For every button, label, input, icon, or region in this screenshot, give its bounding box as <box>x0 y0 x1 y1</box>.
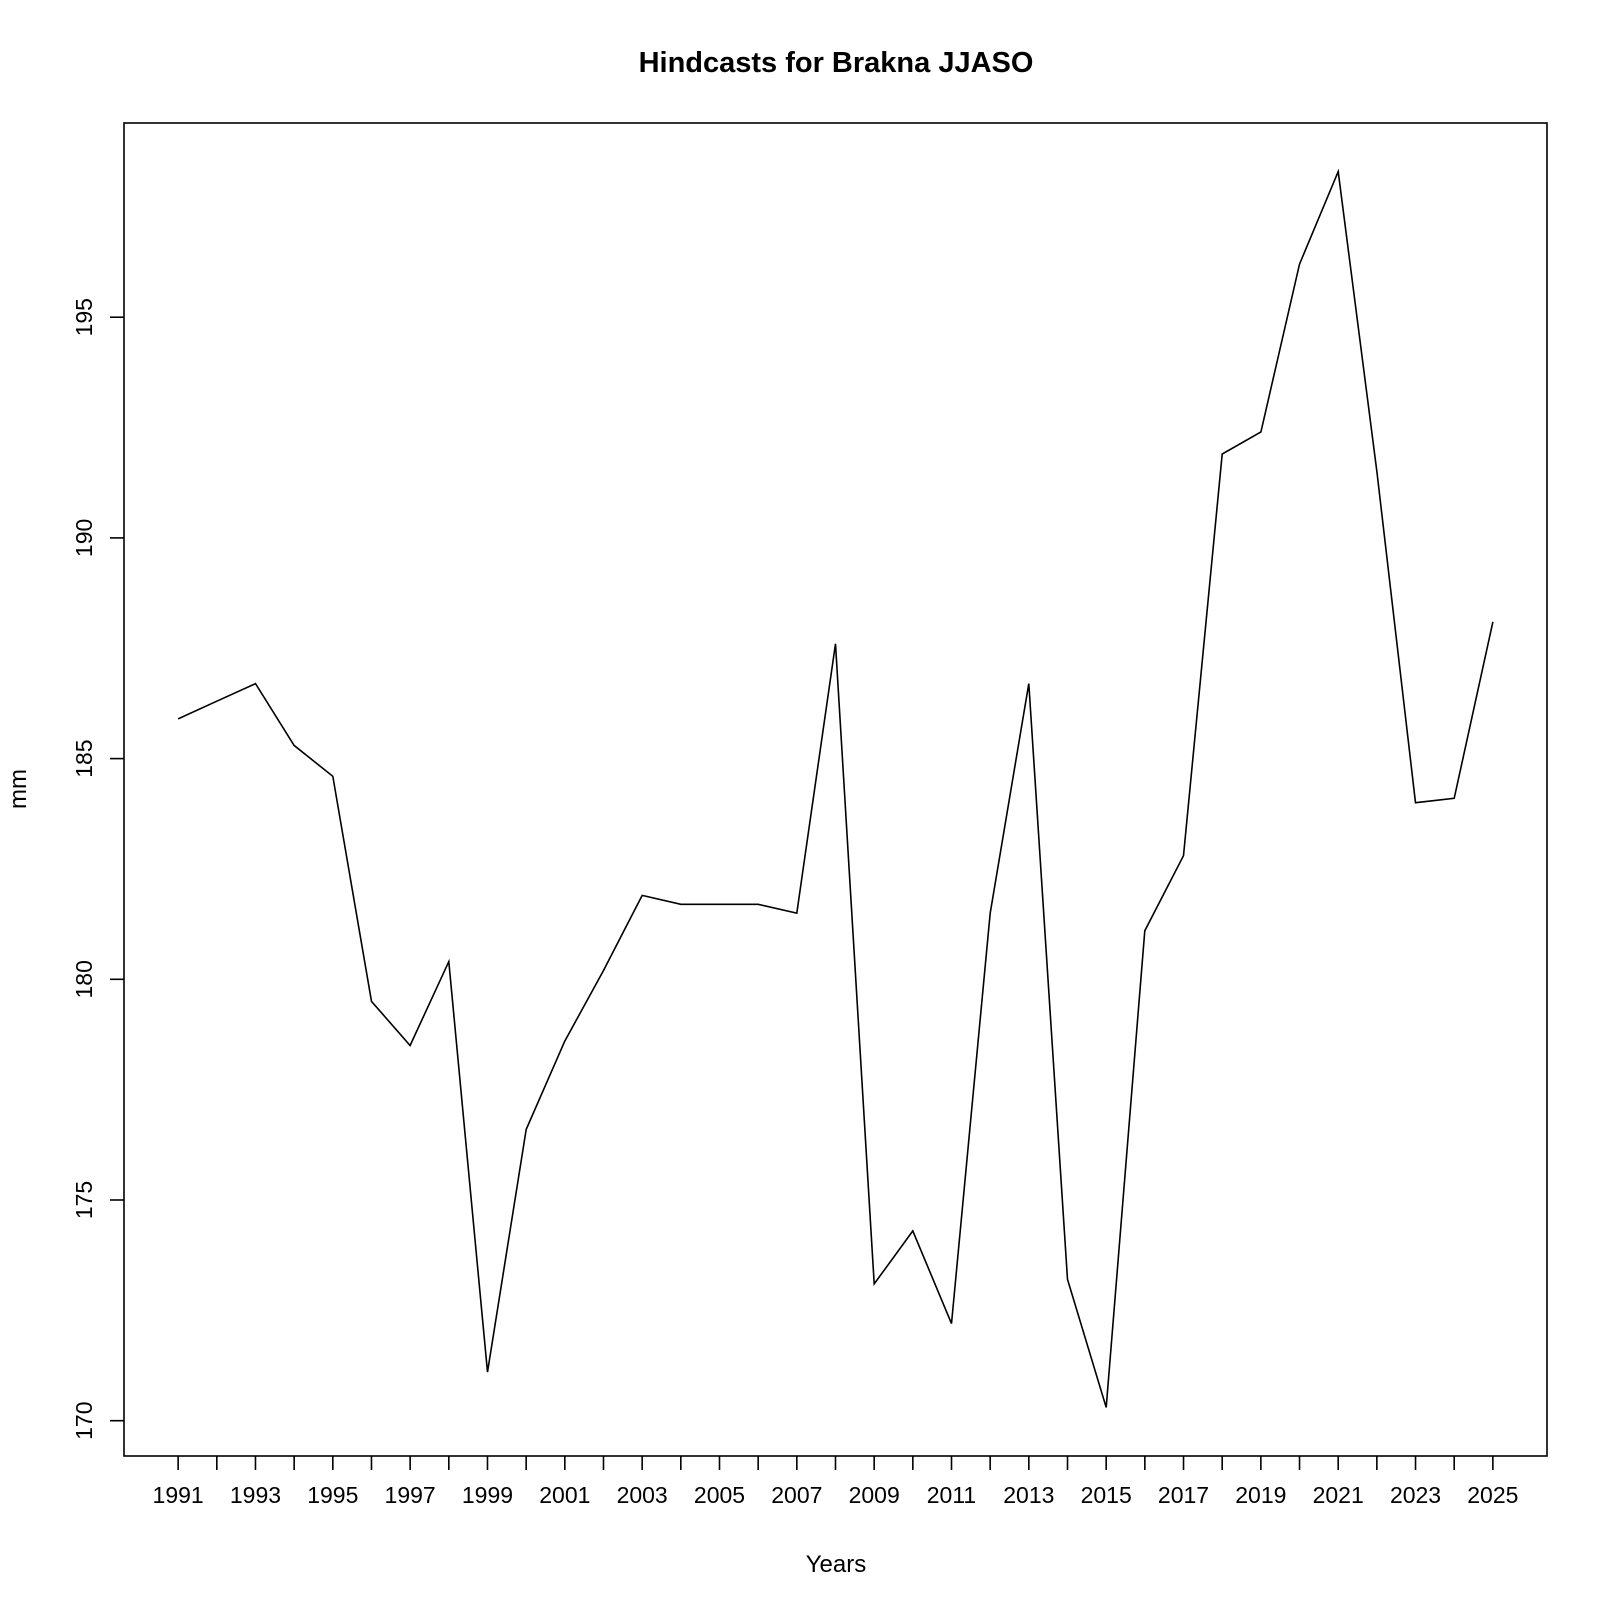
y-tick-label: 190 <box>71 519 97 557</box>
y-tick-label: 170 <box>71 1402 97 1440</box>
x-tick-label: 2013 <box>1003 1482 1054 1508</box>
x-tick-label: 2009 <box>849 1482 900 1508</box>
y-tick-label: 185 <box>71 739 97 777</box>
x-tick-label: 2025 <box>1467 1482 1518 1508</box>
series-line <box>177 168 1494 1408</box>
chart-title: Hindcasts for Brakna JJASO <box>639 47 1034 79</box>
plot-frame <box>123 122 1548 1457</box>
x-axis-label: Years <box>806 1551 867 1578</box>
y-axis: 170 175 180 185 190 195 <box>71 298 124 1440</box>
y-tick-label: 180 <box>71 960 97 998</box>
y-axis-label: mm <box>5 769 32 809</box>
y-tick-label: 195 <box>71 298 97 336</box>
x-tick-label: 2007 <box>771 1482 822 1508</box>
x-tick-label: 1991 <box>153 1482 204 1508</box>
x-tick-label: 2023 <box>1390 1482 1441 1508</box>
x-tick-label: 2017 <box>1158 1482 1209 1508</box>
x-tick-label: 2021 <box>1313 1482 1364 1508</box>
x-tick-label: 2019 <box>1235 1482 1286 1508</box>
x-tick-label: 2003 <box>617 1482 668 1508</box>
x-tick-label: 1995 <box>307 1482 358 1508</box>
x-tick-label: 2011 <box>927 1482 976 1508</box>
x-tick-label: 1993 <box>230 1482 281 1508</box>
y-tick-label: 175 <box>71 1181 97 1219</box>
x-axis: 1991 1993 1995 1997 1999 2001 2003 2005 2007 2009… <box>153 1456 1518 1508</box>
x-tick-label: 1997 <box>385 1482 436 1508</box>
x-tick-label: 1999 <box>462 1482 513 1508</box>
x-tick-label: 2005 <box>694 1482 745 1508</box>
x-tick-label: 2001 <box>539 1482 590 1508</box>
x-tick-label: 2015 <box>1081 1482 1132 1508</box>
